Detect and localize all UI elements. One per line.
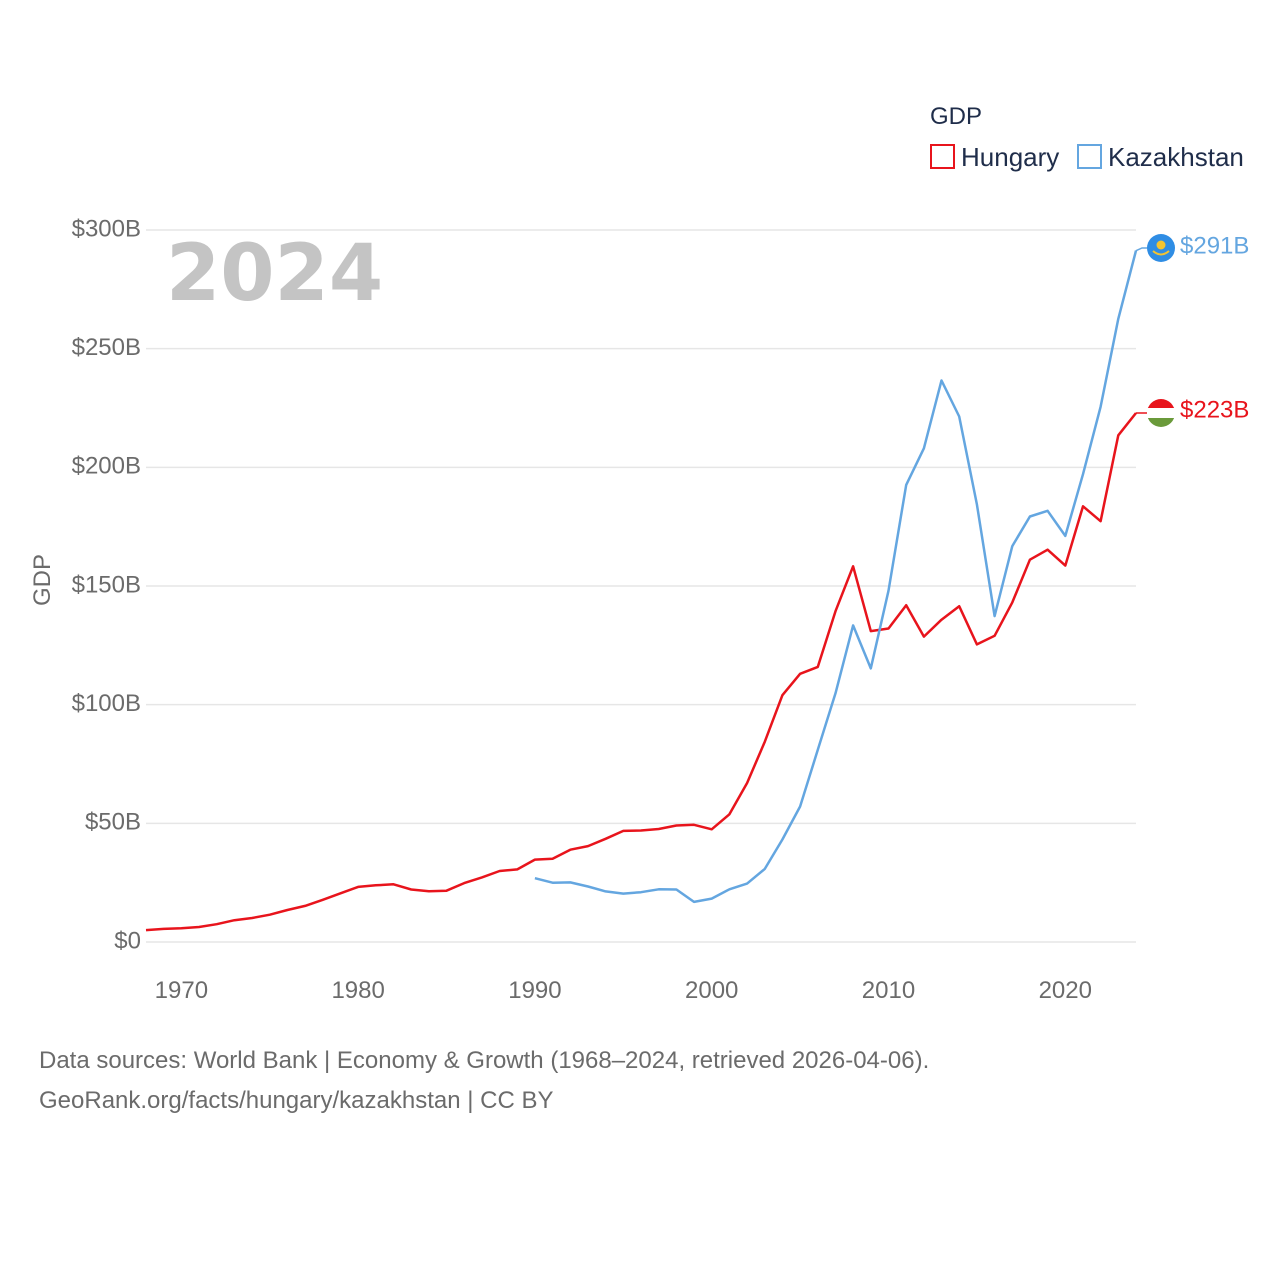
legend-swatch-kazakhstan <box>1077 144 1102 169</box>
kazakhstan-flag-icon <box>1147 234 1175 262</box>
legend-title: GDP <box>930 103 982 130</box>
y-tick-label: $150B <box>72 571 141 598</box>
legend-item-hungary[interactable]: Hungary <box>930 142 1059 172</box>
legend: GDP Hungary Kazakhstan <box>930 103 1244 172</box>
y-axis-ticks: $0 $50B $100B $150B $200B $250B $300B <box>72 215 141 954</box>
x-tick-label: 2010 <box>862 977 915 1004</box>
x-tick-label: 1980 <box>331 977 384 1004</box>
x-axis-ticks: 1970 1980 1990 2000 2010 2020 <box>155 977 1092 1004</box>
series-line-kazakhstan[interactable] <box>534 250 1138 904</box>
y-tick-label: $250B <box>72 334 141 361</box>
x-tick-label: 1970 <box>155 977 208 1004</box>
legend-swatch-hungary <box>930 144 955 169</box>
end-connector-kazakhstan <box>1135 247 1147 252</box>
y-tick-label: $200B <box>72 453 141 480</box>
year-watermark: 2024 <box>166 229 383 319</box>
x-tick-label: 2020 <box>1039 977 1092 1004</box>
end-label-hungary: $223B <box>1180 396 1249 423</box>
y-tick-label: $50B <box>85 809 141 836</box>
y-axis-title: GDP <box>29 554 56 606</box>
x-tick-label: 2000 <box>685 977 738 1004</box>
legend-label-kazakhstan: Kazakhstan <box>1108 142 1244 172</box>
y-tick-label: $300B <box>72 215 141 242</box>
y-tick-label: $100B <box>72 690 141 717</box>
y-tick-label: $0 <box>114 927 141 954</box>
series-lines <box>145 247 1147 932</box>
source-link[interactable]: GeoRank.org/facts/hungary/kazakhstan | C… <box>39 1087 554 1114</box>
end-label-kazakhstan: $291B <box>1180 232 1249 259</box>
hungary-flag-icon <box>1147 399 1175 427</box>
source-note: Data sources: World Bank | Economy & Gro… <box>39 1047 929 1074</box>
gridlines <box>146 229 1136 943</box>
legend-label-hungary: Hungary <box>961 142 1059 172</box>
legend-item-kazakhstan[interactable]: Kazakhstan <box>1077 142 1244 172</box>
x-tick-label: 1990 <box>508 977 561 1004</box>
series-line-hungary[interactable] <box>145 412 1137 932</box>
